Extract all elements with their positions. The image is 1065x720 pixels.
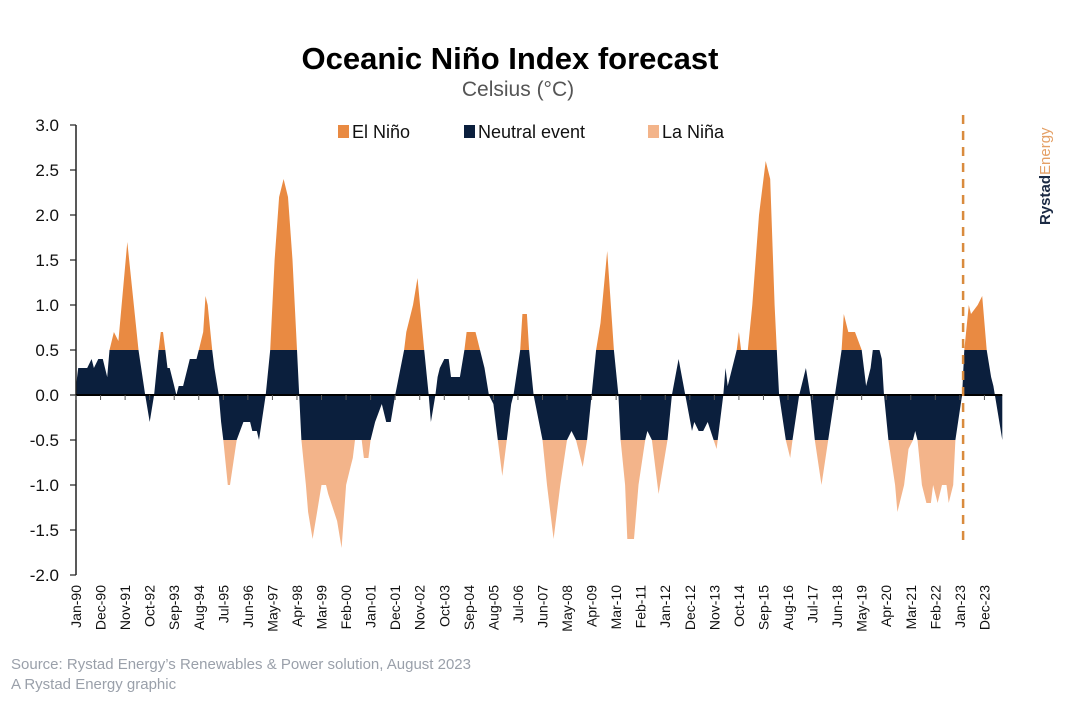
axes: 3.0 2.5 2.0 1.5 1.0 0.5 0.0 -0.5 -1.0 -1.5 -2.0 Jan… [30,115,1003,632]
svg-text:RystadEnergy: RystadEnergy [1037,127,1054,225]
legend-swatch-neutral [464,125,475,138]
x-tick-label: May-97 [264,585,280,632]
x-tick-label: Aug-94 [191,585,207,630]
logo-rystad: Rystad [1037,175,1054,225]
rystad-logo: RystadEnergy [1037,127,1054,225]
credit-note: A Rystad Energy graphic [11,676,177,693]
x-tick-label: Jul-95 [215,585,231,623]
x-tick-label: Apr-20 [878,585,894,627]
x-tick-label: Aug-16 [780,585,796,630]
x-tick-label: Nov-13 [706,585,722,630]
x-tick-label: Feb-22 [927,585,943,630]
legend: El Niño Neutral event La Niña [338,122,725,142]
plot-area [76,161,1003,548]
y-tick-label: 3.0 [35,116,59,135]
x-tick-label: May-08 [559,585,575,632]
legend-swatch-el-nino [338,125,349,138]
y-tick-label: -1.0 [30,476,59,495]
el-nino-area [109,161,987,350]
x-tick-label: Mar-21 [903,585,919,630]
x-tick-label: Jan-90 [68,585,84,628]
x-tick-label: Jun-96 [240,585,256,628]
x-tick-label: Jul-17 [805,585,821,623]
y-tick-label: -1.5 [30,521,59,540]
x-tick-label: Apr-09 [584,585,600,627]
x-tick-label: Dec-23 [976,585,992,630]
source-note: Source: Rystad Energy’s Renewables & Pow… [11,656,471,673]
y-tick-label: 2.5 [35,161,59,180]
y-tick-label: 0.0 [35,386,59,405]
x-tick-label: Dec-90 [93,585,109,630]
chart-title: Oceanic Niño Index forecast [302,41,719,76]
y-tick-label: -2.0 [30,566,59,585]
x-tick-label: May-19 [854,585,870,632]
legend-label-neutral: Neutral event [478,122,585,142]
x-tick-label: Sep-93 [166,585,182,630]
x-tick-label: Feb-00 [338,585,354,630]
x-tick-label: Oct-14 [731,585,747,627]
x-tick-label: Sep-15 [755,585,771,630]
x-tick-label: Jan-23 [952,585,968,628]
x-tick-label: Dec-12 [682,585,698,630]
y-tick-label: -0.5 [30,431,59,450]
x-tick-label: Feb-11 [633,585,649,629]
x-tick-label: Jun-07 [534,585,550,628]
x-tick-label: Sep-04 [461,585,477,630]
la-nina-area [223,440,1003,548]
y-tick-label: 2.0 [35,206,59,225]
x-tick-label: Dec-01 [387,585,403,630]
y-tick-label: 0.5 [35,341,59,360]
x-tick-label: Jan-01 [363,585,379,628]
legend-label-la-nina: La Niña [662,122,725,142]
x-tick-label: Jun-18 [829,585,845,628]
x-tick-label: Oct-92 [142,585,158,627]
logo-energy: Energy [1037,127,1054,175]
x-tick-label: Jul-06 [510,585,526,623]
x-tick-label: Mar-10 [608,585,624,630]
neutral-area [76,350,1003,440]
x-tick-label: Jan-12 [657,585,673,628]
legend-swatch-la-nina [648,125,659,138]
y-tick-label: 1.5 [35,251,59,270]
x-tick-label: Nov-02 [412,585,428,630]
x-tick-label: Mar-99 [314,585,330,630]
x-tick-label: Apr-98 [289,585,305,627]
y-tick-label: 1.0 [35,296,59,315]
x-tick-label: Nov-91 [117,585,133,630]
x-tick-label: Aug-05 [485,585,501,630]
chart-subtitle: Celsius (°C) [462,78,574,101]
x-tick-label: Oct-03 [436,585,452,627]
legend-label-el-nino: El Niño [352,122,410,142]
